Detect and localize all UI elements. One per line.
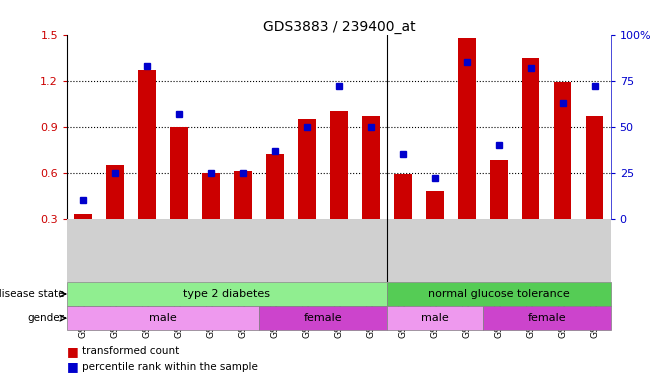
Bar [202,173,220,218]
Bar [394,174,411,218]
Text: percentile rank within the sample: percentile rank within the sample [82,362,258,372]
Bar [482,306,611,330]
Bar [386,306,482,330]
Bar [554,82,572,218]
Bar [426,191,444,218]
Bar [74,214,92,218]
Bar [67,282,386,306]
Bar [330,111,348,218]
Bar [386,282,611,306]
Text: male: male [149,313,177,323]
Bar [522,58,539,218]
Bar [266,154,284,218]
Text: normal glucose tolerance: normal glucose tolerance [428,289,570,299]
Bar [234,171,252,218]
Text: type 2 diabetes: type 2 diabetes [183,289,270,299]
Text: disease state: disease state [0,289,64,299]
Bar [586,116,603,218]
Text: ■: ■ [67,360,83,373]
Bar [170,127,188,218]
Bar [259,306,386,330]
Bar [298,119,315,218]
Text: gender: gender [28,313,64,323]
Text: female: female [527,313,566,323]
Title: GDS3883 / 239400_at: GDS3883 / 239400_at [262,20,415,33]
Text: ■: ■ [67,345,83,358]
Bar [106,165,124,218]
Bar [138,70,156,218]
Bar [67,306,259,330]
Text: transformed count: transformed count [82,346,179,356]
Text: female: female [303,313,342,323]
Bar [458,38,476,218]
Bar [362,116,380,218]
Bar [490,161,507,218]
Text: male: male [421,313,449,323]
